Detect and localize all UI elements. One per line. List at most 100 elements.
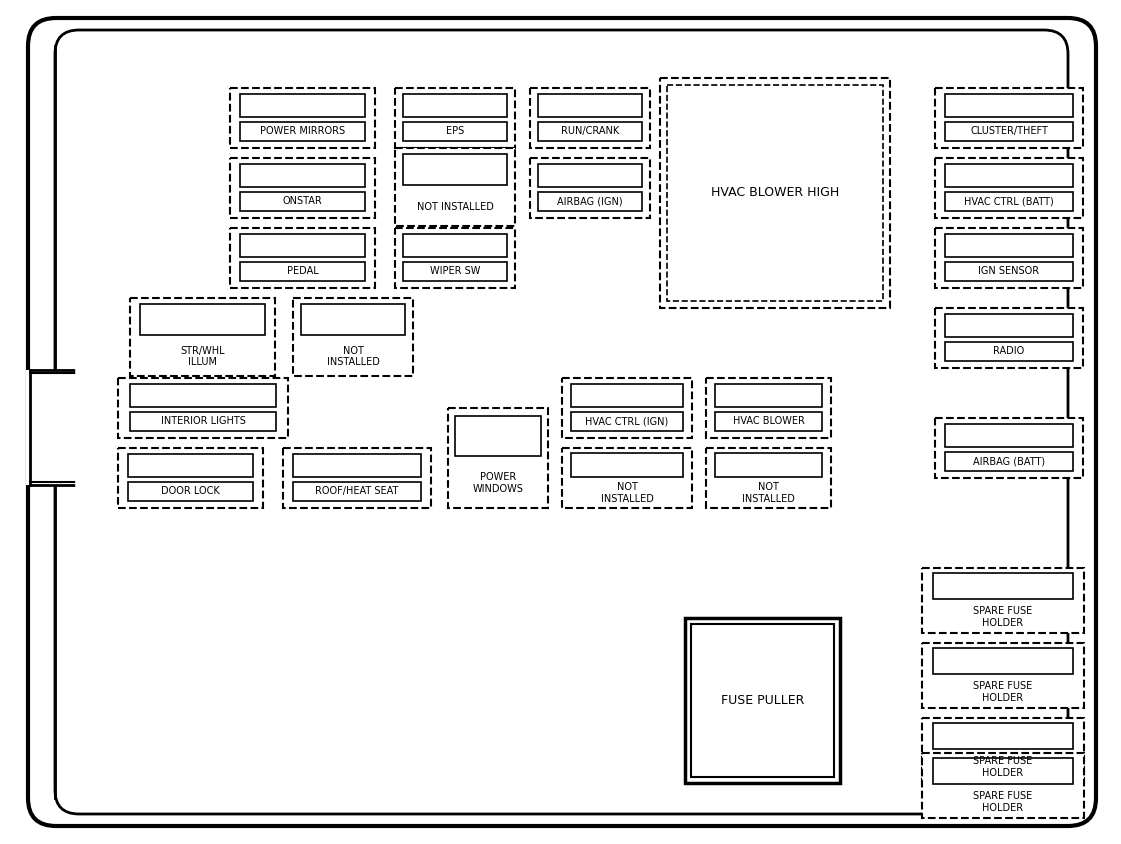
Bar — [945, 192, 1073, 211]
Bar — [240, 164, 364, 187]
Bar — [404, 94, 507, 116]
Bar — [921, 568, 1084, 633]
Bar — [935, 308, 1083, 368]
Bar — [667, 85, 883, 301]
Text: RUN/CRANK: RUN/CRANK — [560, 127, 619, 136]
Text: ONSTAR: ONSTAR — [282, 196, 323, 206]
Bar — [294, 482, 420, 500]
Bar — [538, 192, 641, 211]
Bar — [240, 262, 364, 281]
Text: RADIO: RADIO — [993, 346, 1025, 356]
Bar — [118, 378, 288, 438]
Bar — [230, 88, 376, 148]
Bar — [945, 452, 1073, 471]
Text: STR/WHL
ILLUM: STR/WHL ILLUM — [180, 346, 225, 367]
Bar — [934, 758, 1073, 784]
Bar — [538, 94, 641, 116]
Bar — [395, 228, 515, 288]
Bar — [934, 723, 1073, 749]
Bar — [706, 448, 831, 508]
Bar — [945, 342, 1073, 360]
Bar — [448, 408, 548, 508]
Text: INTERIOR LIGHTS: INTERIOR LIGHTS — [160, 416, 245, 426]
Text: AIRBAG (BATT): AIRBAG (BATT) — [973, 457, 1045, 466]
Bar — [230, 158, 376, 218]
Bar — [230, 228, 376, 288]
Bar — [395, 88, 515, 148]
Text: CLUSTER/THEFT: CLUSTER/THEFT — [970, 127, 1048, 136]
Bar — [706, 378, 831, 438]
Bar — [530, 158, 650, 218]
Text: HVAC CTRL (IGN): HVAC CTRL (IGN) — [585, 416, 668, 426]
Bar — [240, 94, 364, 116]
Bar — [282, 448, 430, 508]
Bar — [530, 88, 650, 148]
Bar — [240, 234, 364, 257]
FancyBboxPatch shape — [55, 30, 1068, 814]
Bar — [128, 482, 253, 500]
Bar — [455, 416, 541, 456]
Bar — [945, 122, 1073, 141]
Bar — [935, 228, 1083, 288]
Bar — [945, 164, 1073, 187]
Text: POWER MIRRORS: POWER MIRRORS — [260, 127, 345, 136]
Bar — [130, 298, 275, 376]
Bar — [26, 370, 80, 485]
Bar — [294, 454, 420, 477]
Bar — [945, 94, 1073, 116]
Bar — [404, 234, 507, 257]
Bar — [691, 624, 834, 777]
Bar — [571, 452, 683, 477]
Bar — [715, 452, 822, 477]
Text: SPARE FUSE
HOLDER: SPARE FUSE HOLDER — [973, 681, 1032, 702]
Bar — [921, 753, 1084, 818]
Text: PEDAL: PEDAL — [287, 266, 318, 276]
Text: NOT
INSTALLED: NOT INSTALLED — [601, 482, 654, 504]
Bar — [945, 234, 1073, 257]
Text: NOT
INSTALLED: NOT INSTALLED — [742, 482, 795, 504]
Bar — [934, 573, 1073, 599]
Bar — [715, 412, 822, 430]
Bar — [935, 418, 1083, 478]
Bar — [293, 298, 413, 376]
Bar — [538, 122, 641, 141]
Bar — [118, 448, 263, 508]
Text: HVAC CTRL (BATT): HVAC CTRL (BATT) — [964, 196, 1054, 206]
Bar — [140, 304, 265, 335]
Text: NOT INSTALLED: NOT INSTALLED — [417, 202, 493, 212]
Bar — [921, 643, 1084, 708]
Text: POWER
WINDOWS: POWER WINDOWS — [473, 472, 524, 494]
Bar — [404, 122, 507, 141]
Text: EPS: EPS — [446, 127, 464, 136]
Text: NOT
INSTALLED: NOT INSTALLED — [326, 346, 379, 367]
Bar — [562, 378, 692, 438]
Bar — [128, 454, 253, 477]
Bar — [945, 424, 1073, 446]
Text: HVAC BLOWER: HVAC BLOWER — [732, 416, 805, 426]
Bar — [934, 648, 1073, 674]
Bar — [935, 88, 1083, 148]
Bar — [404, 262, 507, 281]
Text: DOOR LOCK: DOOR LOCK — [161, 486, 220, 496]
Bar — [130, 384, 276, 407]
Bar — [935, 158, 1083, 218]
Bar — [921, 718, 1084, 783]
Bar — [945, 314, 1073, 337]
Bar — [395, 148, 515, 226]
Text: ROOF/HEAT SEAT: ROOF/HEAT SEAT — [315, 486, 399, 496]
Bar — [945, 262, 1073, 281]
Bar — [562, 448, 692, 508]
Bar — [302, 304, 405, 335]
FancyBboxPatch shape — [28, 18, 1096, 826]
Bar — [240, 192, 364, 211]
Text: SPARE FUSE
HOLDER: SPARE FUSE HOLDER — [973, 606, 1032, 628]
Bar — [571, 384, 683, 407]
Text: HVAC BLOWER HIGH: HVAC BLOWER HIGH — [711, 187, 840, 199]
Bar — [130, 412, 276, 430]
Text: AIRBAG (IGN): AIRBAG (IGN) — [557, 196, 623, 206]
Bar — [571, 412, 683, 430]
Bar — [404, 154, 507, 186]
Bar — [660, 78, 890, 308]
Text: SPARE FUSE
HOLDER: SPARE FUSE HOLDER — [973, 791, 1032, 813]
Text: FUSE PULLER: FUSE PULLER — [721, 694, 804, 707]
